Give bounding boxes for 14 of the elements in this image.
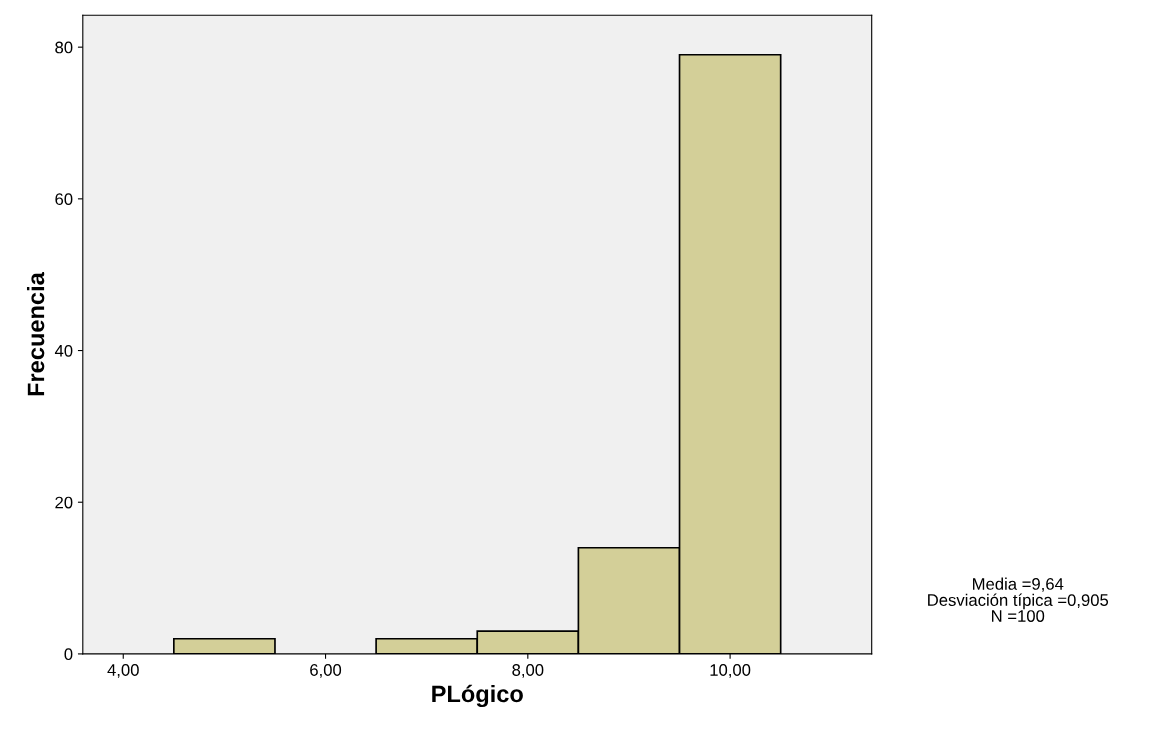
y-tick-label: 80	[55, 41, 73, 54]
text: Media =9,64	[973, 577, 1064, 592]
x-tick-label: 10,00	[710, 664, 751, 678]
text: Desviación típica =0,905	[928, 593, 1109, 610]
y-tick-label: 40	[54, 344, 73, 357]
y-tick-label: 0	[64, 648, 73, 661]
y-axis-title: Frecuencia	[26, 272, 45, 396]
y-tick-label: 20	[55, 496, 73, 509]
x-tick-label: 8,00	[512, 664, 544, 678]
y-tick-label: 60	[55, 193, 73, 206]
x-axis-title: PLógico	[432, 684, 523, 708]
x-tick-label: 4,00	[107, 664, 139, 678]
text: N =100	[992, 610, 1045, 622]
x-tick-label: 6,00	[310, 664, 342, 678]
